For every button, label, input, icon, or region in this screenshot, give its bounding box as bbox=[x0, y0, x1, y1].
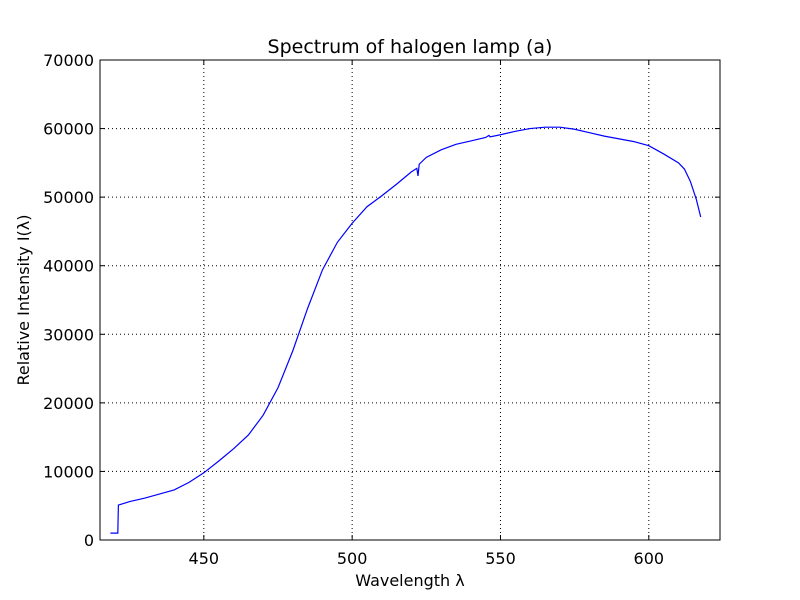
y-tick-label: 50000 bbox=[43, 188, 94, 207]
x-tick-label: 500 bbox=[337, 549, 368, 568]
series-line-spectrum bbox=[110, 126, 702, 534]
y-tick-label: 0 bbox=[84, 531, 94, 550]
grid-lines bbox=[100, 60, 720, 540]
y-tick-label: 70000 bbox=[43, 51, 94, 70]
chart-title: Spectrum of halogen lamp (a) bbox=[268, 36, 553, 58]
y-axis-label: Relative Intensity I(λ) bbox=[14, 214, 33, 385]
y-tick-label: 60000 bbox=[43, 120, 94, 139]
y-axis-ticks: 0 10000 20000 30000 40000 50000 60000 70000 bbox=[43, 51, 720, 550]
plot-frame bbox=[99, 59, 721, 541]
x-tick-label: 550 bbox=[485, 549, 516, 568]
y-tick-label: 40000 bbox=[43, 257, 94, 276]
x-axis-ticks: 450 500 550 600 bbox=[189, 60, 665, 568]
x-tick-label: 450 bbox=[189, 549, 220, 568]
x-axis-label: Wavelength λ bbox=[355, 571, 464, 590]
y-tick-label: 30000 bbox=[43, 325, 94, 344]
y-tick-label: 10000 bbox=[43, 462, 94, 481]
y-tick-label: 20000 bbox=[43, 394, 94, 413]
x-tick-label: 600 bbox=[634, 549, 665, 568]
